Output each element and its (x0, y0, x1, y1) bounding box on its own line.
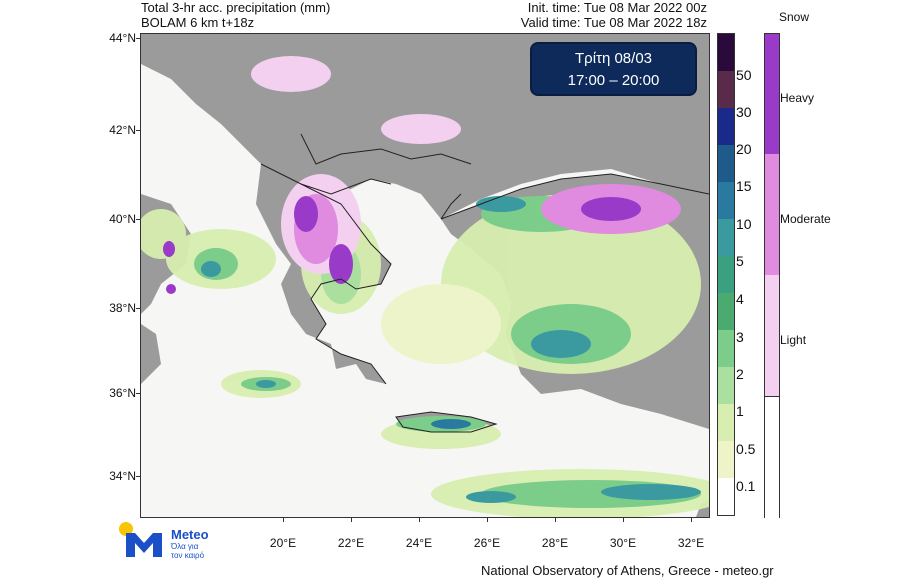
lon-tick (691, 517, 692, 522)
snow-swatch-heavy (765, 34, 779, 154)
lon-label-26: 26°E (473, 536, 501, 550)
cbar-swatch (718, 256, 734, 293)
lon-label-20: 20°E (269, 536, 297, 550)
cbar-swatch (718, 367, 734, 404)
italy-south (141, 324, 161, 384)
cbar-swatch (718, 34, 734, 71)
borders (260, 133, 709, 433)
meteo-logo-graphic (119, 522, 162, 557)
lon-tick (283, 517, 284, 522)
forecast-day: Τρίτη 08/03 (575, 50, 652, 67)
lat-tick (136, 219, 141, 220)
cbar-swatch (718, 219, 734, 256)
lat-tick (136, 393, 141, 394)
cbar-label-5: 5 (736, 253, 744, 269)
lat-tick (136, 130, 141, 131)
meteo-logo: Meteo Όλα για τον καιρό (118, 519, 238, 563)
snow-colorbar (764, 33, 780, 518)
logo-tagline: Όλα για τον καιρό (171, 542, 204, 560)
lon-label-28: 28°E (541, 536, 569, 550)
precip-colorbar (717, 33, 735, 516)
lat-tick (136, 476, 141, 477)
cbar-label-20: 20 (736, 141, 752, 157)
precipitation-map[interactable] (140, 33, 710, 518)
valid-time: Valid time: Tue 08 Mar 2022 18z (520, 15, 707, 30)
lon-tick (555, 517, 556, 522)
cbar-swatch (718, 478, 734, 515)
cbar-label-4: 4 (736, 291, 744, 307)
lat-tick (136, 308, 141, 309)
cbar-label-1: 1 (736, 403, 744, 419)
snow-swatch-none (765, 396, 779, 518)
lat-label-42: 42°N (109, 123, 136, 137)
cbar-swatch (718, 108, 734, 145)
map-canvas (141, 34, 709, 517)
lon-label-24: 24°E (405, 536, 433, 550)
logo-name: Meteo (171, 527, 209, 542)
snow-legend-title: Snow (779, 10, 810, 24)
forecast-period-box: Τρίτη 08/03 17:00 – 20:00 (530, 42, 697, 96)
cbar-label-2: 2 (736, 366, 744, 382)
cbar-label-0-5: 0.5 (736, 441, 756, 457)
precip-heavy (201, 196, 701, 503)
cbar-swatch (718, 293, 734, 330)
chart-header-left: Total 3-hr acc. precipitation (mm) BOLAM… (141, 0, 330, 30)
lat-label-38: 38°N (109, 301, 136, 315)
lon-label-30: 30°E (609, 536, 637, 550)
cbar-swatch (718, 71, 734, 108)
chart-header-right: Init. time: Tue 08 Mar 2022 00z Valid ti… (521, 0, 707, 30)
cbar-swatch (718, 182, 734, 219)
lat-label-44: 44°N (109, 31, 136, 45)
cbar-label-0-1: 0.1 (736, 478, 756, 494)
cbar-swatch (718, 441, 734, 478)
lon-label-22: 22°E (337, 536, 365, 550)
snow-swatch-moderate (765, 154, 779, 275)
logo-tagline-1: Όλα για (171, 542, 199, 551)
cbar-label-15: 15 (736, 178, 752, 194)
cbar-label-30: 30 (736, 104, 752, 120)
lon-tick (419, 517, 420, 522)
init-time: Init. time: Tue 08 Mar 2022 00z (527, 0, 707, 15)
cbar-swatch (718, 404, 734, 441)
forecast-hours: 17:00 – 20:00 (567, 72, 660, 89)
footer-credit: National Observatory of Athens, Greece -… (481, 563, 774, 578)
lon-label-32: 32°E (677, 536, 705, 550)
snow-label-moderate: Moderate (780, 212, 831, 226)
cbar-swatch (718, 145, 734, 182)
chart-title: Total 3-hr acc. precipitation (mm) (141, 0, 331, 15)
cbar-label-10: 10 (736, 216, 752, 232)
cbar-label-50: 50 (736, 67, 752, 83)
snow-label-heavy: Heavy (780, 91, 815, 105)
lat-label-34: 34°N (109, 469, 136, 483)
lon-tick (351, 517, 352, 522)
snow-swatch-light (765, 275, 779, 396)
lat-label-40: 40°N (109, 212, 136, 226)
model-label: BOLAM 6 km t+18z (141, 15, 255, 30)
snow-areas (163, 56, 681, 294)
snow-label-light: Light (780, 333, 807, 347)
cbar-swatch (718, 330, 734, 367)
lon-tick (623, 517, 624, 522)
lat-tick (136, 38, 141, 39)
lon-tick (487, 517, 488, 522)
logo-tagline-2: τον καιρό (171, 551, 205, 560)
lat-label-36: 36°N (109, 386, 136, 400)
cbar-label-3: 3 (736, 329, 744, 345)
